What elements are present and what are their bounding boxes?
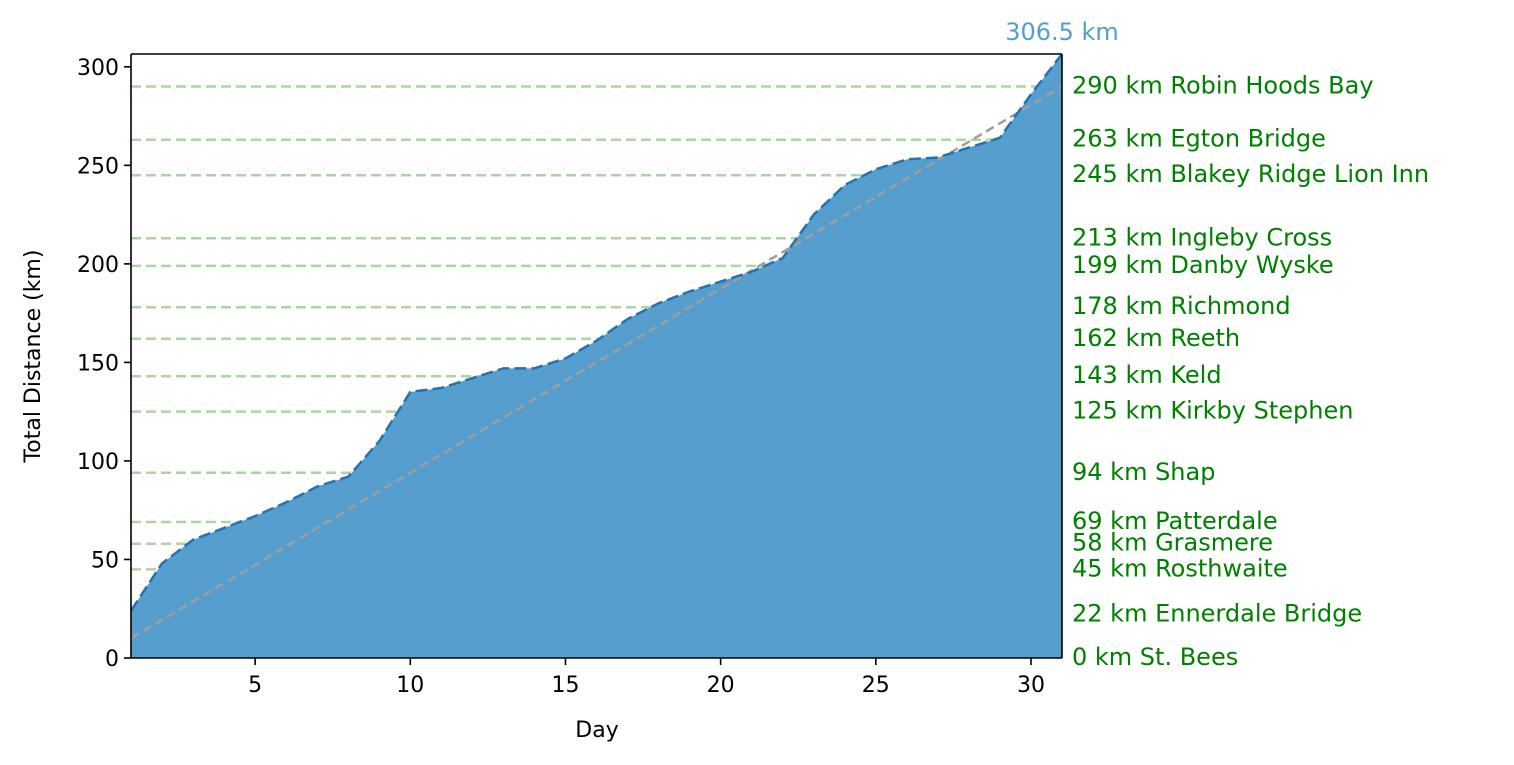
data-point	[284, 500, 288, 504]
data-point	[750, 270, 754, 274]
y-tick-label: 150	[77, 351, 119, 376]
x-tick-label: 15	[551, 673, 579, 698]
annotations: 0 km St. Bees 22 km Ennerdale Bridge 45 km…	[1005, 18, 1429, 671]
data-point	[967, 146, 971, 150]
x-tick-label: 5	[248, 673, 262, 698]
landmark-label: 45 km Rosthwaite	[1072, 554, 1288, 582]
y-axis-label: Total Distance (km)	[21, 250, 46, 464]
landmark-label: 178 km Richmond	[1072, 292, 1291, 320]
trend-line	[130, 85, 1063, 640]
data-point	[905, 157, 909, 161]
data-point	[936, 155, 940, 159]
x-tick-label: 25	[862, 673, 890, 698]
data-point	[657, 301, 661, 305]
landmark-label: 143 km Keld	[1072, 361, 1222, 389]
data-point	[781, 256, 785, 260]
y-tick-label: 300	[77, 56, 119, 81]
data-point	[222, 526, 226, 530]
data-point	[563, 356, 567, 360]
data-point	[812, 213, 816, 217]
x-axis-label: Day	[575, 718, 618, 743]
landmark-label: 22 km Ennerdale Bridge	[1072, 600, 1362, 628]
y-tick-label: 250	[77, 154, 119, 179]
data-point	[408, 390, 412, 394]
data-point	[501, 366, 505, 370]
y-tick-label: 50	[91, 548, 119, 573]
data-point	[998, 136, 1002, 140]
data-point	[315, 485, 319, 489]
y-tick-label: 0	[105, 647, 119, 672]
x-tick-label: 30	[1017, 673, 1045, 698]
plot-area	[129, 53, 1063, 658]
data-point	[346, 475, 350, 479]
data-point	[377, 439, 381, 443]
landmark-label: 69 km Patterdale	[1072, 507, 1278, 535]
y-tick-label: 100	[77, 450, 119, 475]
data-point	[160, 561, 164, 565]
data-point	[688, 289, 692, 293]
landmark-label: 290 km Robin Hoods Bay	[1072, 72, 1374, 100]
data-point	[843, 183, 847, 187]
cumulative-line	[129, 53, 1063, 612]
landmark-label: 263 km Egton Bridge	[1072, 125, 1326, 153]
landmark-label: 125 km Kirkby Stephen	[1072, 397, 1353, 425]
landmark-label: 0 km St. Bees	[1072, 643, 1238, 671]
data-point	[253, 514, 257, 518]
data-point	[191, 538, 195, 542]
landmark-label: 58 km Grasmere	[1072, 529, 1273, 557]
data-point	[1029, 92, 1033, 96]
landmark-label: 213 km Ingleby Cross	[1072, 223, 1332, 251]
landmark-label: 199 km Danby Wyske	[1072, 251, 1334, 279]
data-point	[874, 167, 878, 171]
data-point	[719, 280, 723, 284]
data-point	[626, 317, 630, 321]
data-point	[470, 376, 474, 380]
data-point	[439, 386, 443, 390]
data-point	[595, 339, 599, 343]
cumulative-area	[131, 54, 1062, 658]
landmark-label: 245 km Blakey Ridge Lion Inn	[1072, 160, 1429, 188]
landmark-label: 94 km Shap	[1072, 458, 1215, 486]
landmark-label: 162 km Reeth	[1072, 324, 1240, 352]
total-distance-label: 306.5 km	[1005, 18, 1119, 46]
y-tick-label: 200	[77, 253, 119, 278]
data-point	[532, 366, 536, 370]
x-tick-label: 10	[396, 673, 424, 698]
x-tick-label: 20	[707, 673, 735, 698]
